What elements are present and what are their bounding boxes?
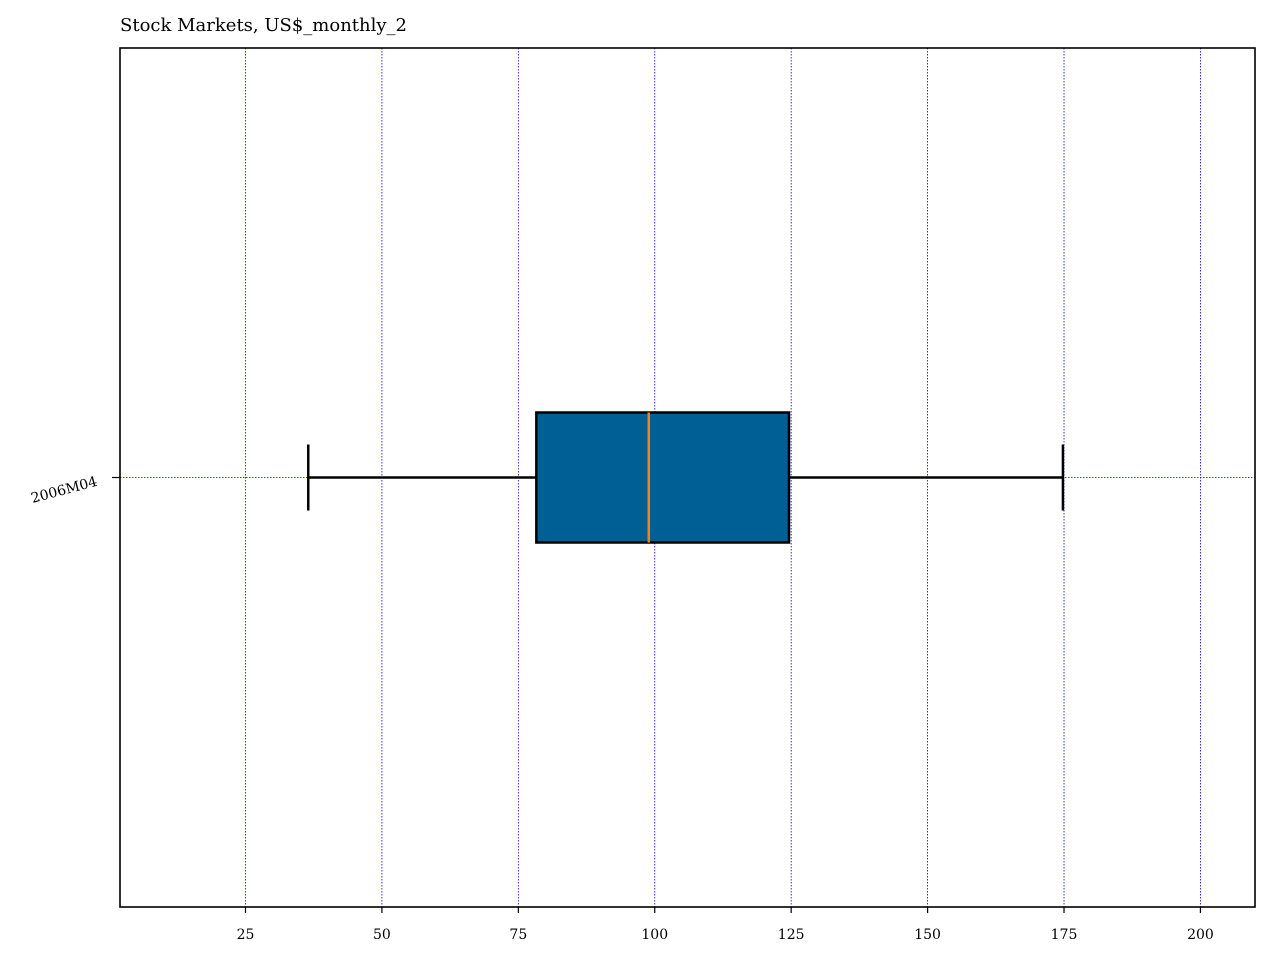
x-tick-label: 100	[641, 927, 668, 943]
boxes-layer	[307, 411, 1065, 544]
box-body	[535, 411, 791, 544]
x-tick-label: 25	[237, 927, 255, 943]
y-tick-label: 2006M04	[29, 474, 99, 507]
x-tick-label: 125	[778, 927, 805, 943]
tick-labels-layer: 25 50 75 100 125 150 175 200 2006M04	[29, 474, 1213, 943]
x-tick-label: 200	[1187, 927, 1214, 943]
chart-title: Stock Markets, US$_monthly_2	[120, 15, 407, 36]
x-tick-label: 75	[509, 927, 527, 943]
x-tick-label: 150	[914, 927, 941, 943]
x-tick-label: 50	[373, 927, 391, 943]
box-group	[307, 411, 1065, 544]
x-tick-label: 175	[1051, 927, 1078, 943]
axes-layer	[112, 47, 1256, 913]
